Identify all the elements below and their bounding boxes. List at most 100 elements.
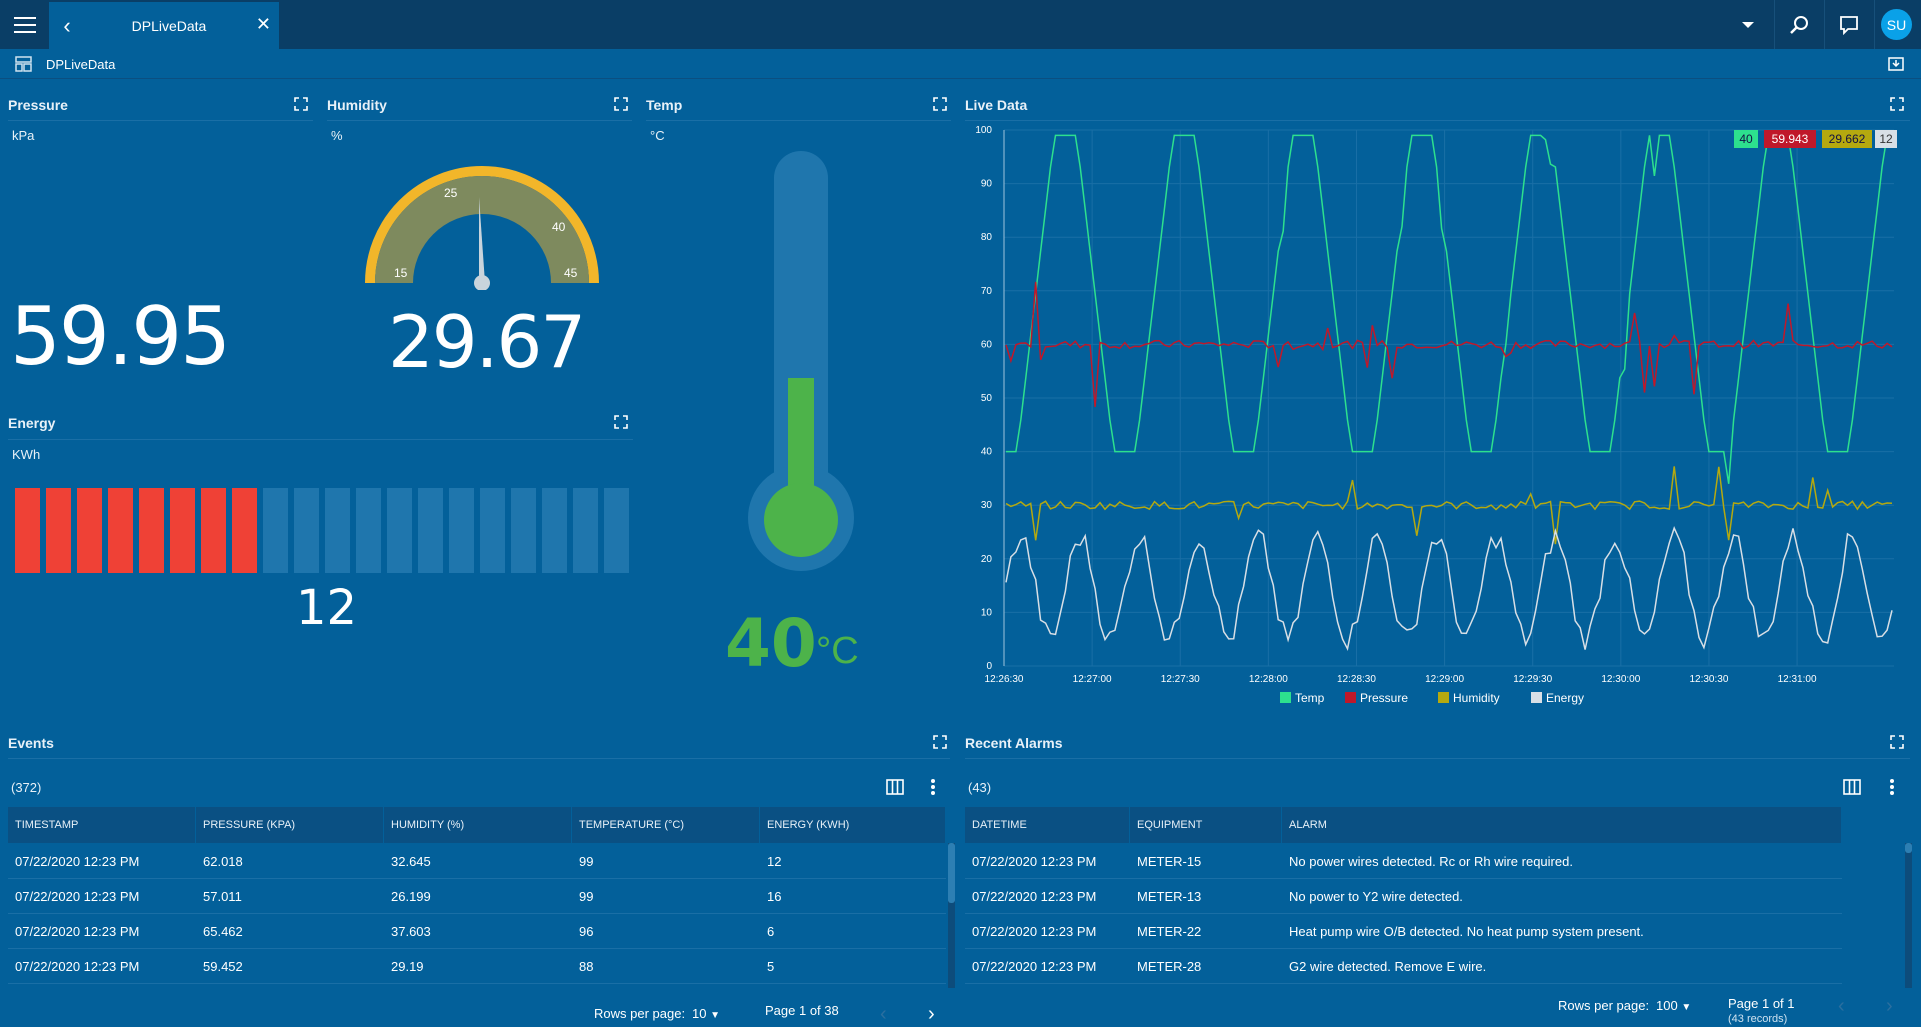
table-cell: 99 — [579, 889, 594, 904]
more-icon[interactable] — [930, 778, 936, 796]
energy-cell — [108, 488, 133, 573]
energy-cell — [201, 488, 226, 573]
table-row[interactable]: 07/22/2020 12:23 PM METER-22 Heat pump wir… — [965, 914, 1842, 949]
next-page-icon[interactable]: › — [928, 1003, 935, 1025]
series-line-pressure — [1005, 281, 1893, 408]
energy-cell — [77, 488, 102, 573]
events-rows-per-page-select[interactable]: 10 ▼ — [692, 1006, 720, 1021]
table-cell: 07/22/2020 12:23 PM — [15, 889, 140, 904]
expand-icon[interactable] — [1890, 97, 1904, 111]
dropdown-icon[interactable] — [1723, 0, 1773, 49]
y-tick-label: 60 — [981, 339, 993, 350]
pressure-value: 59.95 — [10, 290, 231, 383]
events-table: TIMESTAMP PRESSURE (KPA) HUMIDITY (%) TEMPE… — [8, 807, 948, 987]
events-page-label: Page 1 of 38 — [765, 1003, 839, 1018]
table-row[interactable]: 07/22/2020 12:23 PM 65.462 37.603 96 6 — [8, 914, 946, 949]
column-header[interactable]: HUMIDITY (%) — [384, 807, 572, 843]
series-line-temp — [1006, 134, 1892, 484]
temp-unit: °C — [650, 128, 665, 143]
column-header[interactable]: EQUIPMENT — [1130, 807, 1282, 843]
y-tick-label: 90 — [981, 179, 993, 190]
events-scrollbar[interactable] — [948, 843, 955, 988]
save-layout-icon[interactable] — [1888, 56, 1904, 72]
energy-cell — [604, 488, 629, 573]
column-header[interactable]: PRESSURE (KPA) — [196, 807, 384, 843]
chat-icon[interactable] — [1824, 0, 1874, 49]
gauge-tick-label: 40 — [552, 220, 566, 234]
expand-icon[interactable] — [294, 97, 308, 111]
table-cell: No power to Y2 wire detected. — [1289, 889, 1463, 904]
prev-page-icon[interactable]: ‹ — [880, 1003, 887, 1025]
energy-cell — [573, 488, 598, 573]
alarms-records-label: (43 records) — [1728, 1013, 1788, 1025]
table-cell: 6 — [767, 924, 775, 939]
tab-dplivedata[interactable]: ‹ DPLiveData ✕ — [49, 2, 279, 49]
energy-cell — [387, 488, 412, 573]
latest-value-badge-text: 59.943 — [1772, 132, 1809, 146]
table-header: TIMESTAMP PRESSURE (KPA) HUMIDITY (%) TEMPE… — [8, 807, 946, 843]
pressure-title: Pressure — [8, 97, 68, 113]
gauge-needle — [479, 197, 485, 284]
table-row[interactable]: 07/22/2020 12:23 PM METER-28 G2 wire detec… — [965, 949, 1842, 984]
expand-icon[interactable] — [614, 415, 628, 429]
table-row[interactable]: 07/22/2020 12:23 PM 62.018 32.645 99 12 — [8, 844, 946, 879]
menu-icon[interactable] — [0, 0, 49, 49]
temp-title: Temp — [646, 97, 683, 113]
column-header[interactable]: ENERGY (KWH) — [760, 807, 946, 843]
y-tick-label: 30 — [981, 500, 993, 511]
table-header: DATETIME EQUIPMENT ALARM — [965, 807, 1842, 843]
events-rows-per-page-value: 10 — [692, 1006, 707, 1021]
energy-cell — [480, 488, 505, 573]
table-cell: 5 — [767, 959, 775, 974]
table-cell: 57.011 — [203, 889, 242, 904]
energy-cell — [46, 488, 71, 573]
x-tick-label: 12:28:00 — [1249, 674, 1288, 685]
prev-page-icon[interactable]: ‹ — [1838, 995, 1845, 1017]
column-header[interactable]: ALARM — [1282, 807, 1842, 843]
energy-cell — [356, 488, 381, 573]
legend-label: Humidity — [1453, 691, 1500, 705]
legend-swatch — [1280, 692, 1291, 703]
column-header[interactable]: TIMESTAMP — [8, 807, 196, 843]
column-header[interactable]: TEMPERATURE (°C) — [572, 807, 760, 843]
table-row[interactable]: 07/22/2020 12:23 PM METER-13 No power to Y… — [965, 879, 1842, 914]
x-tick-label: 12:27:30 — [1161, 674, 1200, 685]
y-tick-label: 40 — [981, 447, 993, 458]
columns-icon[interactable] — [1843, 779, 1861, 795]
columns-icon[interactable] — [886, 779, 904, 795]
gauge-outer-arc — [365, 166, 599, 284]
back-icon[interactable]: ‹ — [63, 13, 71, 38]
gauge-tick-label: 25 — [444, 186, 458, 200]
expand-icon[interactable] — [1890, 735, 1904, 749]
close-icon[interactable]: ✕ — [255, 14, 271, 34]
alarms-scrollbar[interactable] — [1905, 843, 1912, 988]
series-line-energy — [1005, 526, 1893, 652]
expand-icon[interactable] — [933, 97, 947, 111]
next-page-icon[interactable]: › — [1886, 995, 1893, 1017]
y-tick-label: 0 — [986, 661, 992, 672]
events-rows-per-page-label: Rows per page: — [594, 1006, 686, 1021]
expand-icon[interactable] — [614, 97, 628, 111]
column-header[interactable]: DATETIME — [965, 807, 1130, 843]
y-tick-label: 80 — [981, 232, 993, 243]
search-icon[interactable] — [1774, 0, 1824, 49]
expand-icon[interactable] — [933, 735, 947, 749]
latest-value-badge — [1875, 130, 1897, 148]
table-row[interactable]: 07/22/2020 12:23 PM 57.011 26.199 99 16 — [8, 879, 946, 914]
x-tick-label: 12:28:30 — [1337, 674, 1376, 685]
table-cell: 12 — [767, 854, 782, 869]
thermometer-bulb — [764, 483, 838, 557]
latest-value-badge — [1822, 130, 1872, 148]
alarms-rows-per-page-select[interactable]: 100 ▼ — [1656, 998, 1691, 1013]
alarms-table: DATETIME EQUIPMENT ALARM 07/22/2020 12:23 P… — [965, 807, 1905, 987]
table-cell: Heat pump wire O/B detected. No heat pum… — [1289, 924, 1644, 939]
more-icon[interactable] — [1889, 778, 1895, 796]
pressure-unit: kPa — [12, 128, 35, 143]
gauge-tick-label: 45 — [564, 266, 578, 280]
avatar[interactable]: SU — [1881, 9, 1912, 40]
humidity-unit: % — [331, 128, 343, 143]
table-cell: 07/22/2020 12:23 PM — [972, 924, 1097, 939]
x-tick-label: 12:31:00 — [1778, 674, 1817, 685]
table-row[interactable]: 07/22/2020 12:23 PM 59.452 29.19 88 5 — [8, 949, 946, 984]
table-row[interactable]: 07/22/2020 12:23 PM METER-15 No power wire… — [965, 844, 1842, 879]
